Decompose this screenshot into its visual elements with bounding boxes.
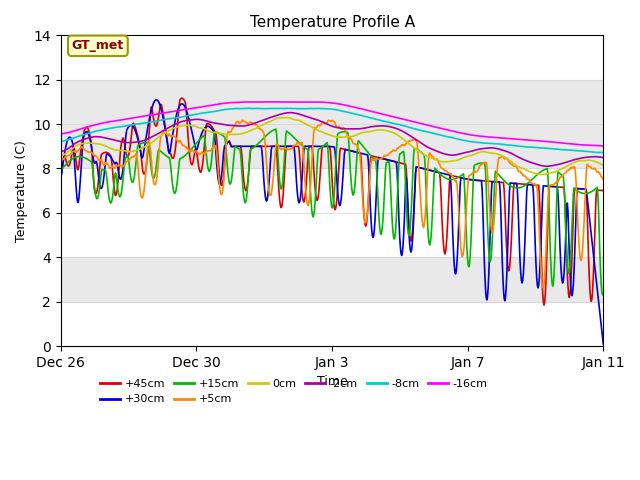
- Text: GT_met: GT_met: [72, 39, 124, 52]
- Title: Temperature Profile A: Temperature Profile A: [250, 15, 415, 30]
- Legend: +45cm, +30cm, +15cm, +5cm, 0cm, -2cm, -8cm, -16cm: +45cm, +30cm, +15cm, +5cm, 0cm, -2cm, -8…: [96, 374, 492, 409]
- Bar: [61, 80, 604, 168]
- X-axis label: Time: Time: [317, 375, 348, 388]
- Bar: [61, 257, 604, 301]
- Y-axis label: Temperature (C): Temperature (C): [15, 140, 28, 241]
